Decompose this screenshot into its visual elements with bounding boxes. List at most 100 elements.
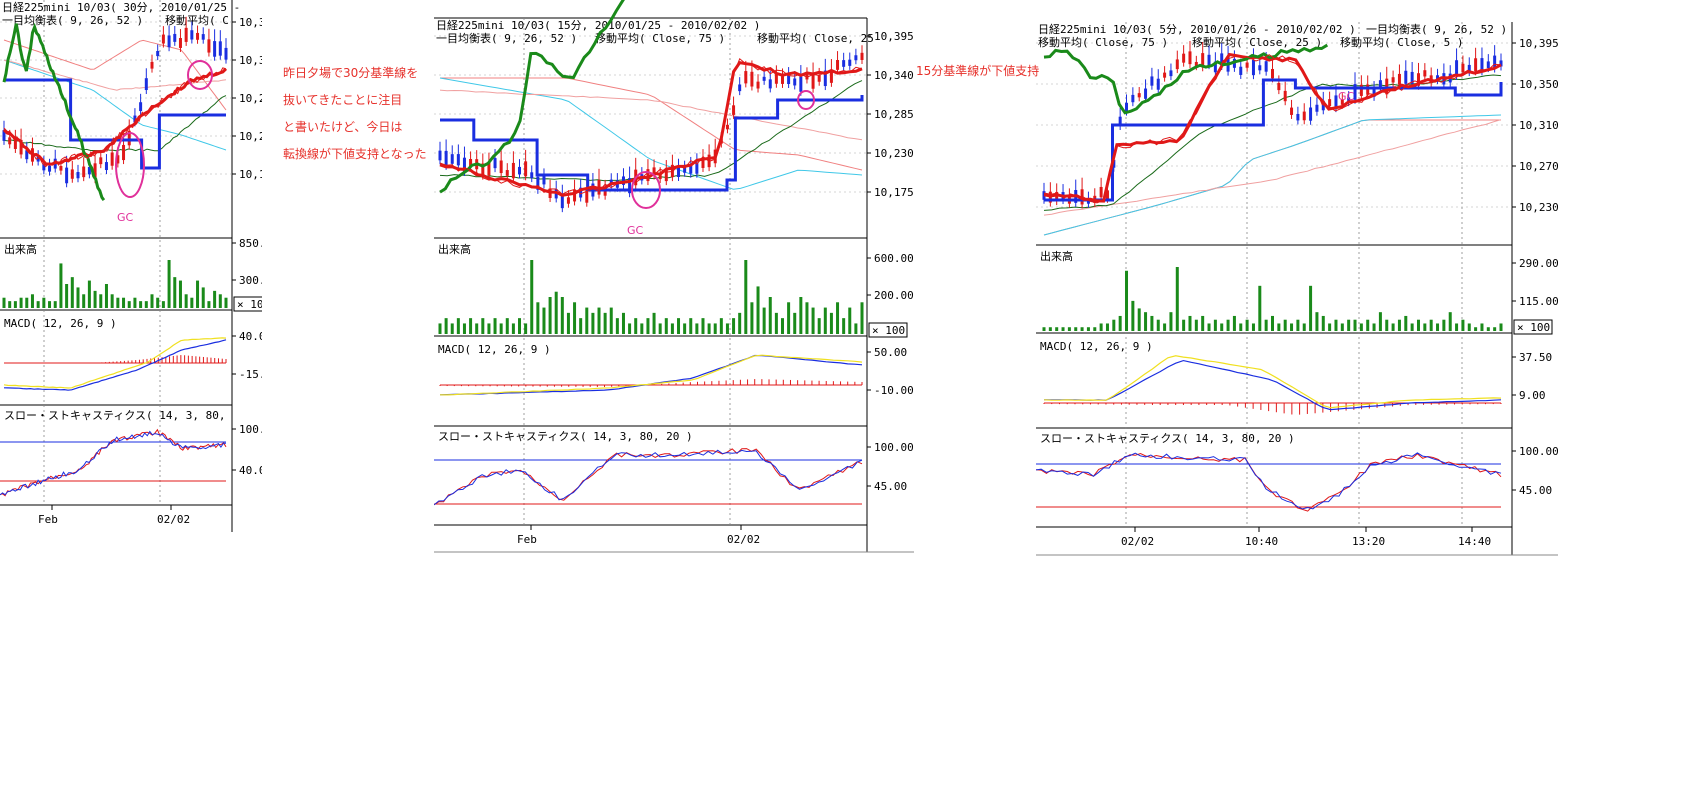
candle-body <box>1150 76 1154 86</box>
candle-body <box>144 78 148 91</box>
candle-body <box>774 74 778 84</box>
volume-bar <box>1315 312 1319 331</box>
candle-body <box>82 166 86 178</box>
candle-body <box>518 166 522 175</box>
candle-body <box>65 167 69 184</box>
candle-body <box>1467 64 1471 73</box>
volume-bar <box>1353 319 1357 331</box>
gc-label: GC <box>627 224 644 237</box>
volume-bar <box>817 318 821 334</box>
candle-body <box>1328 99 1332 107</box>
candle-body <box>1321 100 1325 111</box>
volume-bar <box>1366 319 1370 331</box>
volume-bar <box>1340 323 1344 331</box>
candle-body <box>1423 70 1427 77</box>
volume-bar <box>450 323 454 334</box>
x-axis-label: 02/02 <box>157 513 190 526</box>
volume-bar <box>603 312 607 334</box>
macd-line <box>3 339 227 391</box>
candle-body <box>1194 61 1198 67</box>
volume-bar <box>530 260 534 334</box>
stoch-slow-d-line <box>1036 452 1502 512</box>
candle-body <box>133 115 137 123</box>
candle-body <box>218 41 222 56</box>
volume-bar <box>133 297 137 308</box>
candle-body <box>1099 186 1103 198</box>
candle-body <box>658 173 662 180</box>
chart-15min-svg: 10,395 10,340 10,285 10,230 10,175 日経225mini … <box>434 0 914 560</box>
volume-scale-label: × 100 <box>237 298 262 311</box>
volume-bar <box>744 260 748 334</box>
ichimoku-label: 一目均衡表( 9, 26, 52 ) <box>1366 22 1507 36</box>
volume-bar <box>664 318 668 334</box>
volume-bar <box>1105 323 1109 331</box>
volume-bar <box>1239 323 1243 331</box>
candle-body <box>787 75 791 85</box>
volume-bar <box>116 297 120 308</box>
price-tick-label: 10,230 <box>239 130 262 143</box>
candle-body <box>677 167 681 177</box>
annotation-left-line-2: 抜いてきたことに注目 <box>283 93 403 107</box>
candle-body <box>1309 107 1313 121</box>
candle-body <box>499 160 503 174</box>
cloud-span-a <box>3 39 227 111</box>
stoch-slow-k-line <box>434 449 863 506</box>
candle-body <box>1264 61 1268 72</box>
candle-body <box>1391 77 1395 83</box>
candle-body <box>167 35 171 48</box>
price-tick-label: 10,340 <box>874 69 914 82</box>
indicator-label-2: 移動平均( C <box>165 13 229 27</box>
volume-bar <box>1080 327 1084 331</box>
volume-bar <box>1328 323 1332 331</box>
volume-bar <box>1467 323 1471 331</box>
volume-bar <box>505 318 509 334</box>
volume-bar <box>481 318 485 334</box>
candle-body <box>756 81 760 89</box>
candle-body <box>1366 84 1370 95</box>
volume-bar <box>701 318 705 334</box>
volume-bar <box>2 297 6 308</box>
candle-body <box>799 76 803 92</box>
volume-bar <box>1410 323 1414 331</box>
volume-bar <box>756 286 760 334</box>
volume-bar <box>1232 315 1236 331</box>
ma-25-line <box>3 95 227 152</box>
volume-bar <box>1423 323 1427 331</box>
candle-body <box>450 154 454 164</box>
volume-label: 出来高 <box>1040 249 1073 263</box>
candle-body <box>1493 55 1497 69</box>
volume-bar <box>1486 327 1490 331</box>
candle-body <box>1455 60 1459 76</box>
volume-bar <box>1207 323 1211 331</box>
price-tick-label: 10,285 <box>239 92 262 105</box>
macd-label: MACD( 12, 26, 9 ) <box>4 317 117 330</box>
indicator-label-3: 移動平均( Close, 25 <box>757 31 874 45</box>
volume-bar <box>554 291 558 334</box>
candle-body <box>628 178 632 194</box>
volume-bar <box>499 323 503 334</box>
volume-tick-label: 600.00 <box>874 252 914 265</box>
volume-bar <box>1067 327 1071 331</box>
volume-bar <box>93 290 97 308</box>
candle-body <box>1239 66 1243 75</box>
volume-bar <box>634 318 638 334</box>
candle-body <box>1207 54 1211 66</box>
macd-tick-label: 37.50 <box>1519 351 1552 364</box>
volume-bar <box>104 284 108 308</box>
ma-75-line <box>1043 119 1502 216</box>
macd-label: MACD( 12, 26, 9 ) <box>1040 340 1153 353</box>
tenkan-sen-line <box>1043 52 1502 203</box>
candle-body <box>585 190 589 203</box>
volume-bar <box>799 297 803 334</box>
volume-tick-label: 200.00 <box>874 289 914 302</box>
candle-body <box>1372 89 1376 97</box>
volume-bar <box>719 318 723 334</box>
volume-bar <box>1416 319 1420 331</box>
candle-body <box>829 69 833 83</box>
candle-body <box>1182 53 1186 63</box>
candle-body <box>695 162 699 174</box>
chart-5min-svg: 10,395 10,350 10,310 10,270 10,230 日経225mini … <box>1036 0 1558 560</box>
volume-bar <box>1182 319 1186 331</box>
candle-body <box>1144 88 1148 99</box>
volume-bar <box>585 307 589 334</box>
